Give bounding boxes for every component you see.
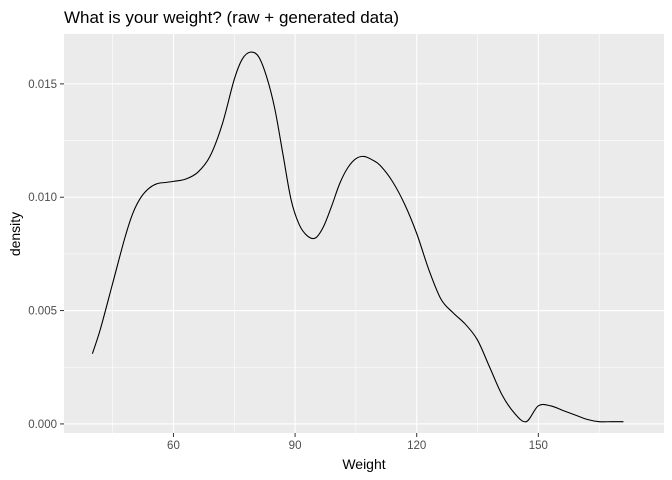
y-tick-label: 0.005: [28, 306, 57, 318]
plot-panel: [64, 34, 664, 433]
x-tick-label: 60: [167, 440, 180, 452]
y-tick-label: 0.015: [28, 79, 57, 91]
gridlines: [64, 34, 664, 433]
x-tick-label: 90: [289, 440, 302, 452]
axes: 60 90 120 150 0.000 0.005 0.010 0.015: [28, 79, 548, 452]
density-curve: [91, 51, 624, 423]
y-axis-title: density: [7, 212, 23, 256]
x-axis-title: Weight: [342, 456, 385, 472]
x-tick-label: 120: [407, 440, 426, 452]
chart-title: What is your weight? (raw + generated da…: [64, 8, 399, 27]
y-tick-label: 0.010: [28, 192, 57, 204]
y-tick-label: 0.000: [28, 419, 57, 431]
x-tick-label: 150: [529, 440, 548, 452]
